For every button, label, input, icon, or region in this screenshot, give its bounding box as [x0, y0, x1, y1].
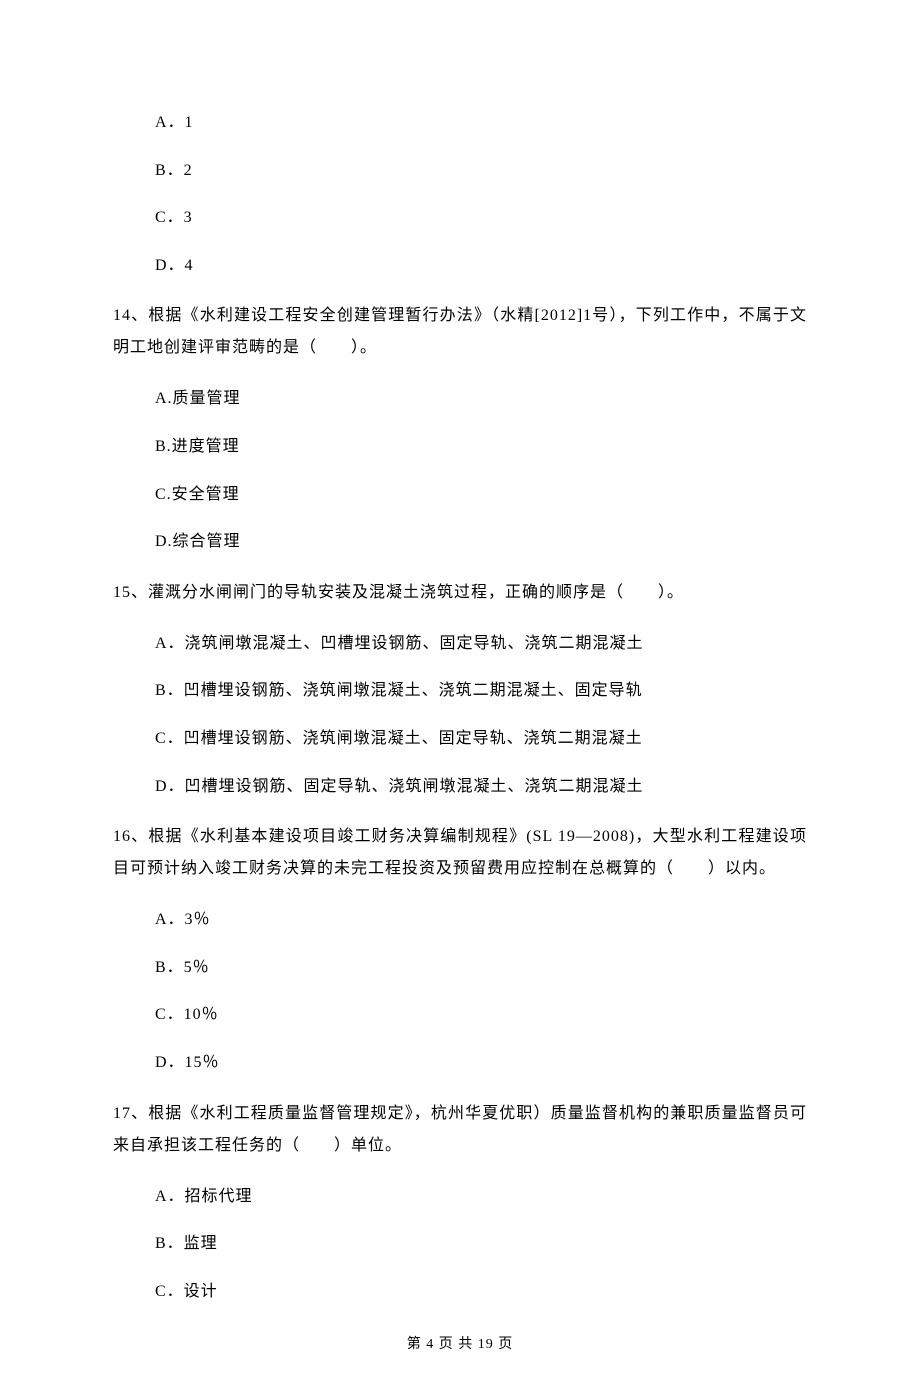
option-q14-b: B.进度管理: [155, 434, 807, 460]
option-q15-d: D．凹槽埋设钢筋、固定导轨、浇筑闸墩混凝土、浇筑二期混凝土: [155, 774, 807, 800]
option-q17-a: A．招标代理: [155, 1184, 807, 1210]
option-q15-a: A．浇筑闸墩混凝土、凹槽埋设钢筋、固定导轨、浇筑二期混凝土: [155, 631, 807, 657]
option-q13-c: C．3: [155, 205, 807, 231]
page-footer: 第 4 页 共 19 页: [113, 1334, 807, 1356]
option-q16-d: D．15％: [155, 1050, 807, 1076]
question-17: 17、根据《水利工程质量监督管理规定》，杭州华夏优职）质量监督机构的兼职质量监督…: [113, 1098, 807, 1162]
option-q16-b: B．5％: [155, 955, 807, 981]
option-q14-c: C.安全管理: [155, 482, 807, 508]
question-15: 15、灌溉分水闸闸门的导轨安装及混凝土浇筑过程，正确的顺序是（ ）。: [113, 577, 807, 609]
option-q16-c: C．10％: [155, 1002, 807, 1028]
option-q14-d: D.综合管理: [155, 529, 807, 555]
option-q14-a: A.质量管理: [155, 386, 807, 412]
option-q15-c: C．凹槽埋设钢筋、浇筑闸墩混凝土、固定导轨、浇筑二期混凝土: [155, 726, 807, 752]
question-16: 16、根据《水利基本建设项目竣工财务决算编制规程》(SL 19—2008)，大型…: [113, 821, 807, 885]
option-q13-d: D．4: [155, 253, 807, 279]
question-14: 14、根据《水利建设工程安全创建管理暂行办法》（水精[2012]1号），下列工作…: [113, 300, 807, 364]
option-q17-c: C．设计: [155, 1279, 807, 1305]
option-q17-b: B．监理: [155, 1231, 807, 1257]
option-q13-a: A．1: [155, 110, 807, 136]
option-q13-b: B．2: [155, 158, 807, 184]
option-q15-b: B．凹槽埋设钢筋、浇筑闸墩混凝土、浇筑二期混凝土、固定导轨: [155, 678, 807, 704]
option-q16-a: A．3％: [155, 907, 807, 933]
